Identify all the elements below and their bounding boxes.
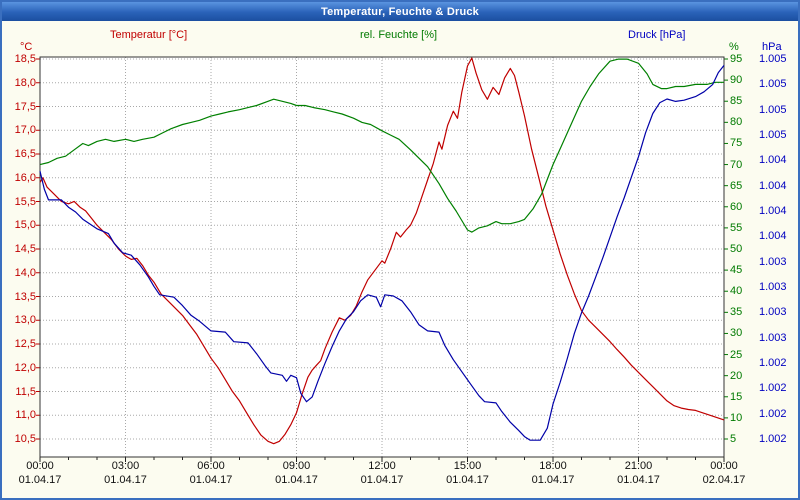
y-axis-humidity-tick: 20 <box>730 369 743 382</box>
axis-unit-percent: % <box>729 41 739 53</box>
y-axis-humidity-tick: 50 <box>730 243 743 255</box>
y-axis-temp-tick: 12,5 <box>14 338 36 350</box>
x-axis-date-label: 01.04.17 <box>360 474 404 486</box>
legend-pressure: Druck [hPa] <box>628 29 686 41</box>
x-axis-date-label: 01.04.17 <box>617 474 660 486</box>
y-axis-temp-tick: 13,5 <box>14 290 36 303</box>
y-axis-humidity-tick: 95 <box>730 53 743 65</box>
y-axis-humidity-tick: 85 <box>730 95 743 108</box>
series-hum-line <box>39 58 724 233</box>
y-axis-pressure-tick: 1.003 <box>759 306 787 319</box>
y-axis-pressure-tick: 1.003 <box>759 281 787 293</box>
y-axis-temp-tick: 10,5 <box>14 433 36 445</box>
y-axis-pressure-tick: 1.002 <box>759 382 787 395</box>
window-titlebar[interactable]: Temperatur, Feuchte & Druck <box>2 2 798 21</box>
x-axis-time-tick: 21:00 <box>624 460 653 472</box>
x-axis-date-label: 01.04.17 <box>18 474 62 486</box>
y-axis-humidity-tick: 35 <box>730 306 743 319</box>
x-axis-time-tick: 03:00 <box>111 460 140 472</box>
x-axis-time-tick: 00:00 <box>26 460 54 472</box>
y-axis-pressure-tick: 1.004 <box>759 154 787 167</box>
y-axis-humidity-tick: 10 <box>730 411 743 424</box>
y-axis-humidity-tick: 15 <box>730 390 743 403</box>
y-axis-humidity-tick: 75 <box>730 137 743 150</box>
x-axis-date-label: 01.04.17 <box>275 474 318 486</box>
y-axis-pressure-tick: 1.003 <box>759 255 787 268</box>
x-axis-date-label: 02.04.17 <box>702 474 746 486</box>
y-axis-temp-tick: 12,0 <box>14 361 36 374</box>
x-axis-time-tick: 00:00 <box>710 460 738 472</box>
y-axis-humidity-tick: 90 <box>730 74 743 87</box>
y-axis-temp-tick: 14,0 <box>14 266 36 279</box>
y-axis-pressure-tick: 1.003 <box>759 331 787 344</box>
y-axis-humidity-tick: 80 <box>730 116 743 129</box>
y-axis-temp-tick: 18,5 <box>14 53 36 65</box>
legend-temperature: Temperatur [°C] <box>110 29 188 41</box>
y-axis-pressure-tick: 1.005 <box>759 103 787 116</box>
y-axis-humidity-tick: 55 <box>730 221 743 234</box>
y-axis-temp-tick: 15,5 <box>14 195 36 208</box>
legend-humidity: rel. Feuchte [%] <box>360 29 438 41</box>
y-axis-temp-tick: 17,5 <box>14 100 36 113</box>
x-axis-time-tick: 09:00 <box>282 460 311 472</box>
x-axis-date-label: 01.04.17 <box>531 474 575 486</box>
series-temp-line <box>39 57 725 445</box>
y-axis-humidity-tick: 45 <box>730 264 743 277</box>
y-axis-humidity-tick: 65 <box>730 179 743 192</box>
x-axis-date-label: 01.04.17 <box>446 474 489 486</box>
y-axis-humidity-tick: 70 <box>730 158 743 171</box>
y-axis-pressure-tick: 1.005 <box>759 129 787 141</box>
x-axis-time-tick: 18:00 <box>539 460 567 472</box>
axis-unit-hpa: hPa <box>762 41 782 53</box>
y-axis-humidity-tick: 25 <box>730 348 743 361</box>
y-axis-humidity-tick: 5 <box>730 433 737 445</box>
axis-unit-celsius: °C <box>20 41 33 53</box>
y-axis-humidity-tick: 30 <box>730 327 743 340</box>
series-press-line <box>39 65 725 441</box>
x-axis-time-tick: 15:00 <box>453 460 482 472</box>
y-axis-temp-tick: 11,5 <box>15 385 36 398</box>
y-axis-temp-tick: 17,0 <box>14 124 36 137</box>
y-axis-pressure-tick: 1.005 <box>759 53 787 65</box>
y-axis-humidity-tick: 40 <box>730 285 743 298</box>
y-axis-pressure-tick: 1.002 <box>759 407 787 420</box>
y-axis-pressure-tick: 1.005 <box>759 78 787 91</box>
y-axis-pressure-tick: 1.004 <box>759 230 787 243</box>
x-axis-time-tick: 06:00 <box>197 460 225 472</box>
y-axis-temp-tick: 15,0 <box>14 219 36 232</box>
x-axis-date-label: 01.04.17 <box>104 474 147 486</box>
y-axis-temp-tick: 13,0 <box>14 314 36 327</box>
x-axis-time-tick: 12:00 <box>368 460 396 472</box>
y-axis-pressure-tick: 1.004 <box>759 205 787 217</box>
y-axis-temp-tick: 14,5 <box>14 243 36 255</box>
y-axis-pressure-tick: 1.002 <box>759 357 787 369</box>
y-axis-temp-tick: 16,5 <box>14 148 36 160</box>
window-title: Temperatur, Feuchte & Druck <box>320 5 479 18</box>
x-axis-date-label: 01.04.17 <box>189 474 233 486</box>
y-axis-humidity-tick: 60 <box>730 200 743 213</box>
y-axis-temp-tick: 18,0 <box>14 76 36 89</box>
y-axis-temp-tick: 16,0 <box>14 171 36 184</box>
y-axis-pressure-tick: 1.004 <box>759 179 787 192</box>
y-axis-pressure-tick: 1.002 <box>759 433 787 445</box>
y-axis-temp-tick: 11,0 <box>15 409 36 422</box>
